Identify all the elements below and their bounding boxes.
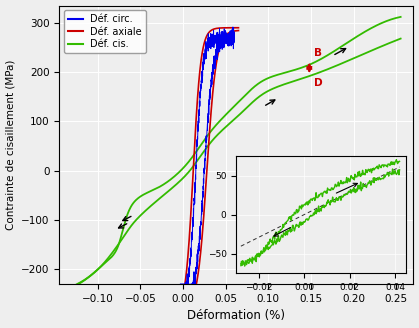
Text: B: B [314,48,323,58]
Text: D: D [314,77,323,88]
Legend: Déf. circ., Déf. axiale, Déf. cis.: Déf. circ., Déf. axiale, Déf. cis. [64,10,146,53]
Y-axis label: Contrainte de cisaillement (MPa): Contrainte de cisaillement (MPa) [5,60,16,230]
X-axis label: Déformation (%): Déformation (%) [187,309,285,322]
